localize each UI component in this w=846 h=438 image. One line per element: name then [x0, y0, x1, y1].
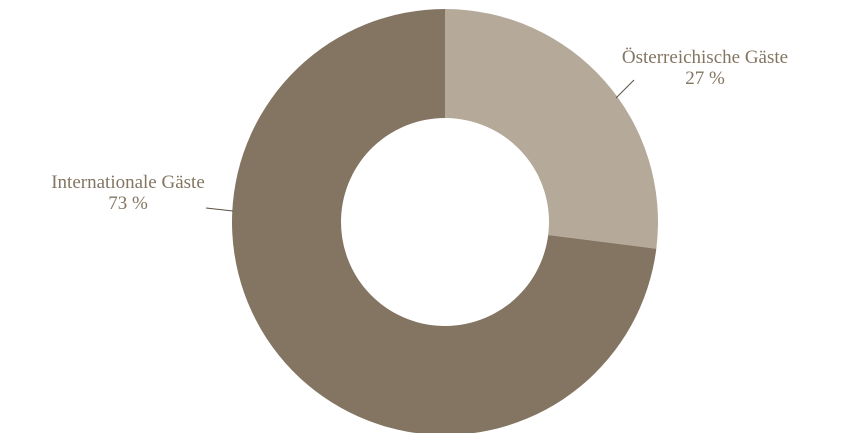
- slice-oesterreichische-gaeste: [445, 9, 658, 249]
- slice-label-oesterreichische-gaeste: Österreichische Gäste: [622, 47, 788, 68]
- leader-lines: [205, 79, 635, 212]
- slice-internationale-gaeste: [232, 9, 657, 435]
- leader-line-internationale-gaeste: [205, 207, 234, 212]
- slice-value-oesterreichische-gaeste: 27 %: [685, 68, 725, 89]
- slice-label-internationale-gaeste: Internationale Gäste: [51, 172, 205, 193]
- donut-slices: [232, 9, 658, 435]
- slice-value-internationale-gaeste: 73 %: [108, 193, 148, 214]
- leader-line-oesterreichische-gaeste: [615, 79, 635, 99]
